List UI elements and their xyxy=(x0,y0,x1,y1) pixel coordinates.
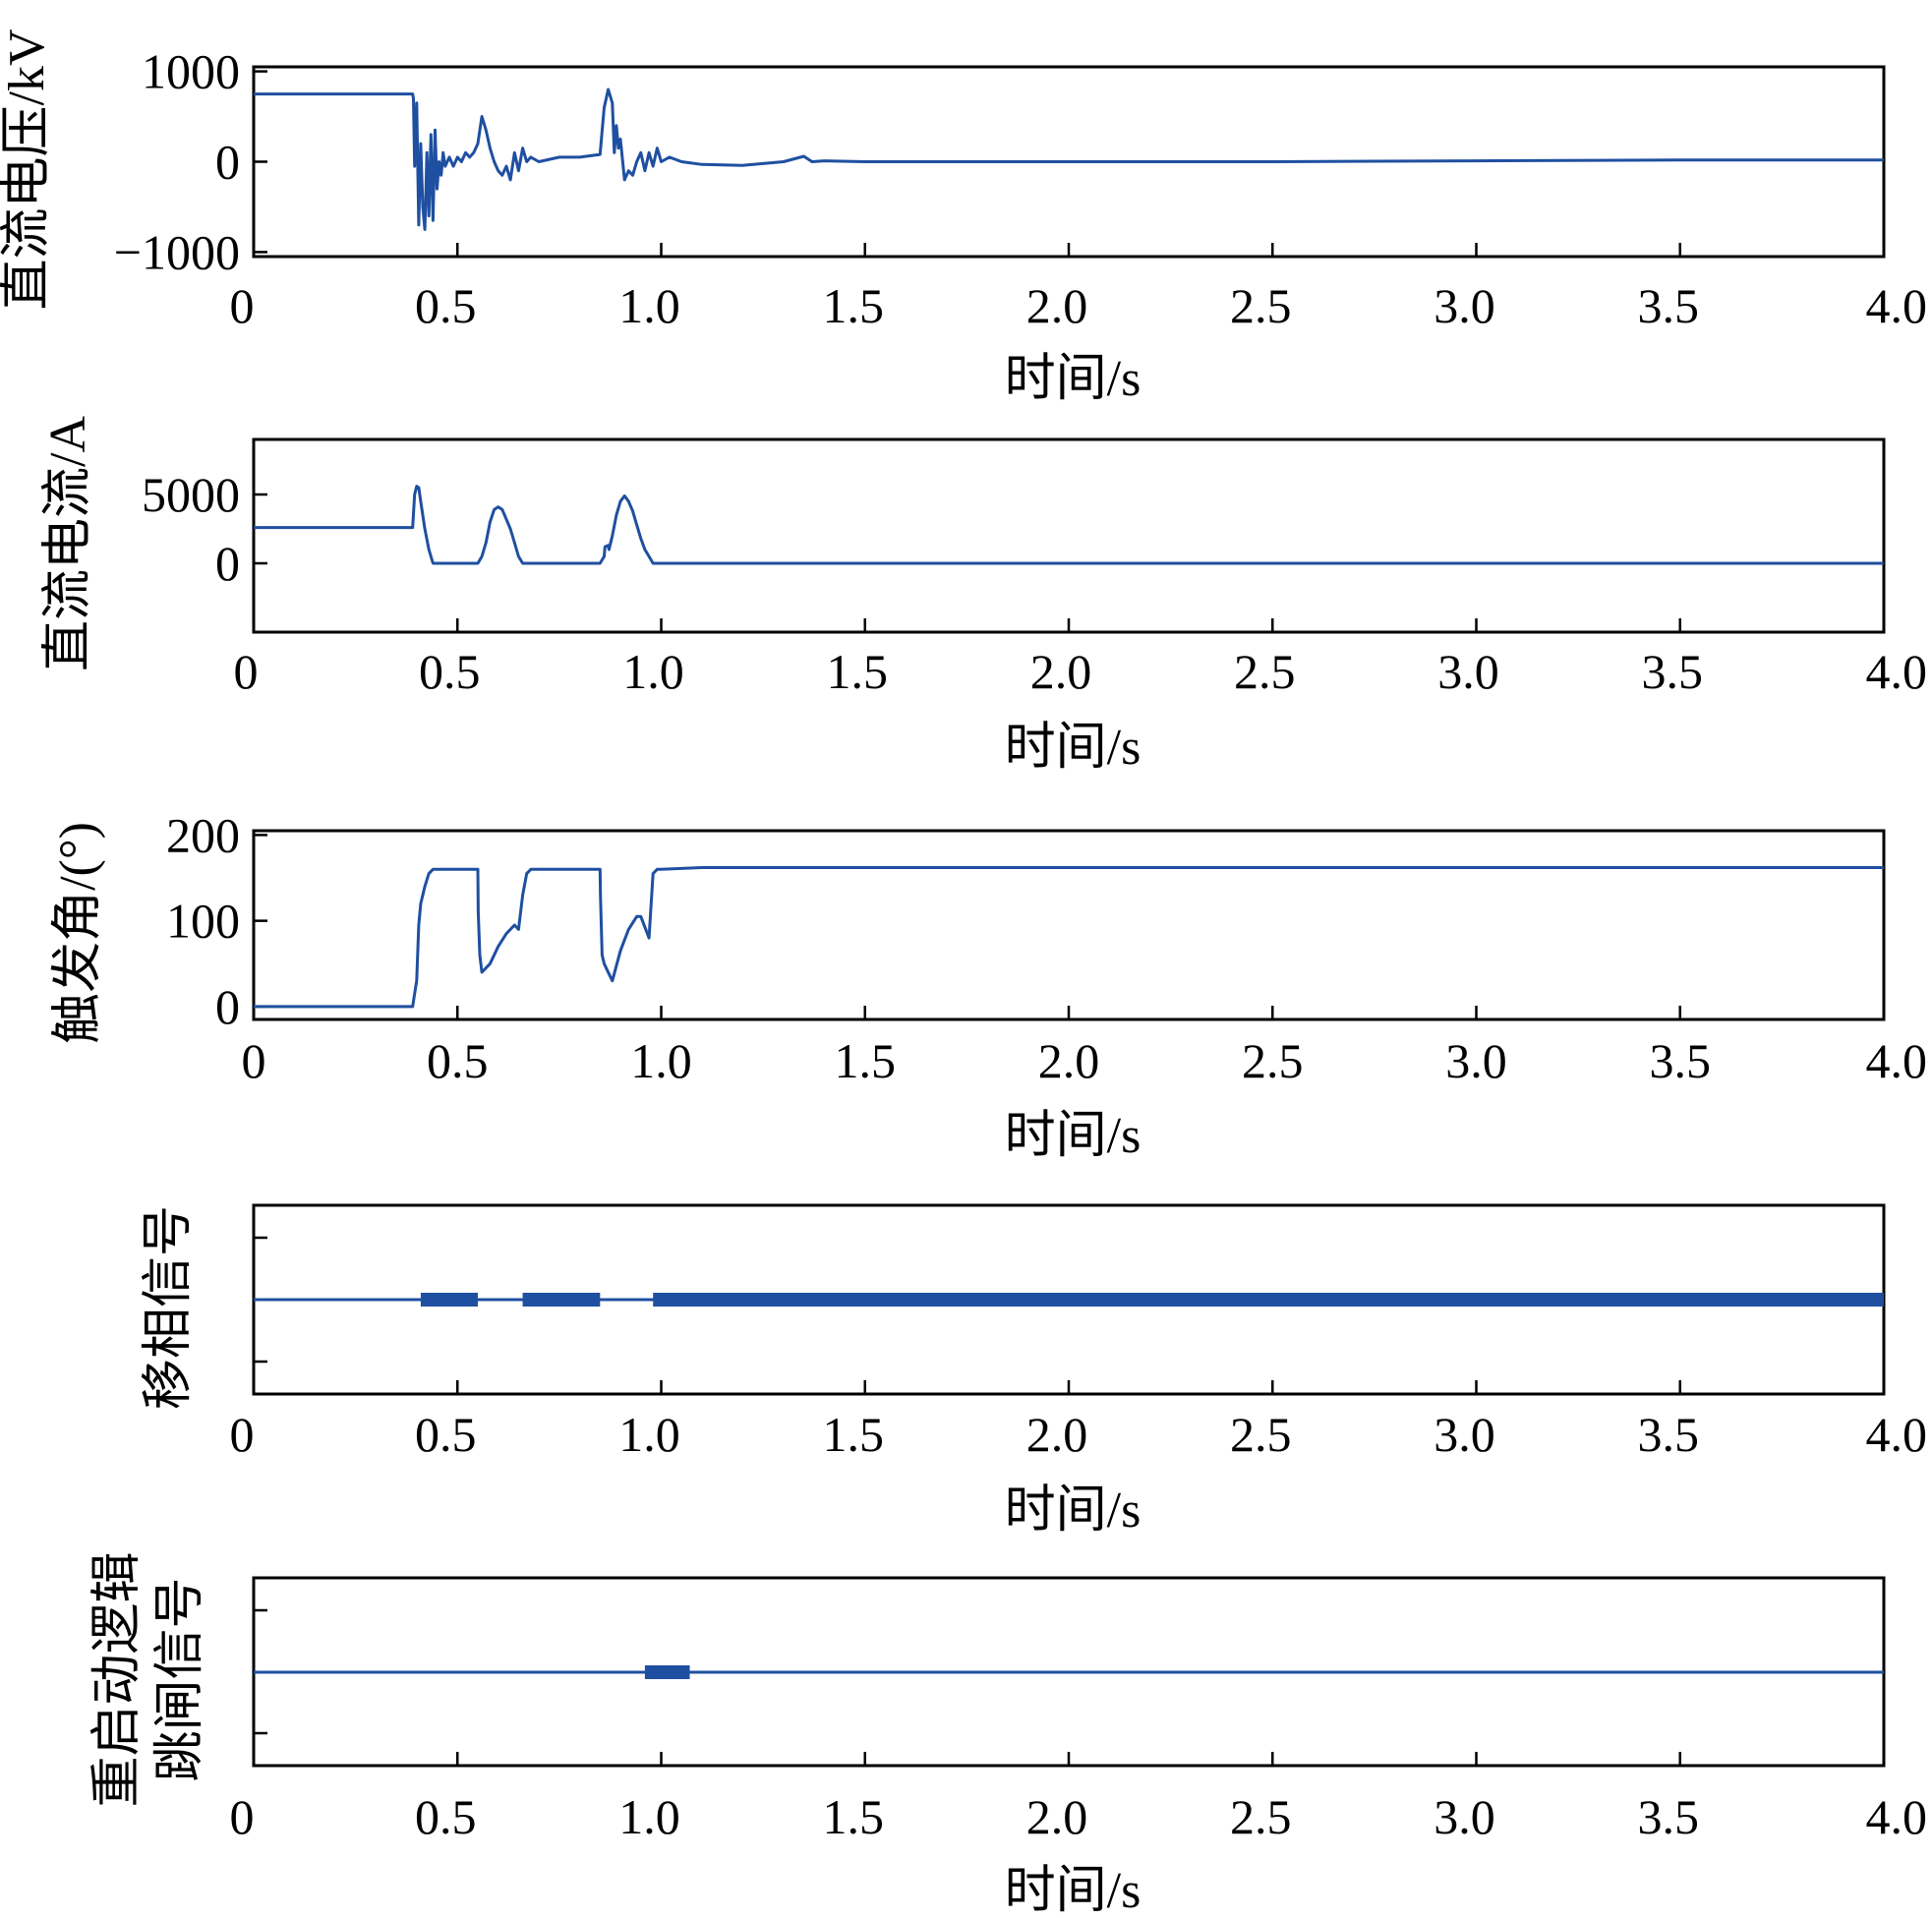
chart-panel-firing-angle: 0 0.5 1.0 1.5 2.0 2.5 3.0 3.5 4.0 时间/s 0 100 200 触发角/… xyxy=(50,807,1927,1164)
y-tick-label: 0 xyxy=(215,536,240,591)
x-tick-label: 4.0 xyxy=(1866,1407,1928,1462)
x-tick-label: 0 xyxy=(230,1789,255,1844)
x-tick-label: 2.0 xyxy=(1026,1407,1088,1462)
x-tick-label: 0 xyxy=(234,644,259,699)
x-tick-label: 1.5 xyxy=(827,644,889,699)
y-tick-label: 5000 xyxy=(142,467,240,522)
x-tick-label: 2.5 xyxy=(1230,1407,1292,1462)
y-tick-label: −1000 xyxy=(114,224,240,279)
x-tick-label: 0.5 xyxy=(415,1789,477,1844)
x-tick-label: 2.5 xyxy=(1230,1789,1292,1844)
y-tick-label: 0 xyxy=(215,979,240,1034)
y-axis-title: 直流电流/A xyxy=(40,416,96,671)
x-axis-title: 时间/s xyxy=(1005,351,1142,407)
x-tick-label: 0 xyxy=(242,1033,266,1088)
chart-panel-voltage: 0 0.5 1.0 1.5 2.0 2.5 3.0 3.5 4.0时间/s−100001000直… xyxy=(0,29,1927,407)
chart-panel-phase-shift-signal: 0 0.5 1.0 1.5 2.0 2.5 3.0 3.5 4.0 时间/s 移相信号 xyxy=(141,1203,1928,1539)
x-tick-label: 1.5 xyxy=(823,1407,885,1462)
chart-panel-restart-logic-trip-signal: 0 0.5 1.0 1.5 2.0 2.5 3.0 3.5 4.0 时间/s 重启动逻辑 跳闸信号 xyxy=(89,1551,1927,1918)
x-tick-label: 3.0 xyxy=(1437,644,1499,699)
x-tick-label: 2.5 xyxy=(1230,278,1292,333)
y-tick-label: 1000 xyxy=(142,44,240,99)
plot-frame xyxy=(252,829,1886,1021)
y-axis-title: 跳闸信号 xyxy=(152,1577,208,1781)
x-tick-label: 4.0 xyxy=(1866,1033,1928,1088)
x-tick-label: 0.5 xyxy=(415,278,477,333)
x-tick-label: 3.0 xyxy=(1434,278,1495,333)
y-tick-label: 200 xyxy=(166,807,240,862)
x-tick-label: 4.0 xyxy=(1866,278,1928,333)
x-tick-label: 1.0 xyxy=(618,278,680,333)
x-tick-label: 0.5 xyxy=(415,1407,477,1462)
x-tick-label: 2.0 xyxy=(1030,644,1092,699)
x-tick-label: 0.5 xyxy=(419,644,481,699)
x-tick-label: 2.0 xyxy=(1038,1033,1100,1088)
x-tick-label: 3.0 xyxy=(1434,1789,1495,1844)
y-axis-title: 重启动逻辑 xyxy=(89,1551,146,1807)
y-axis-title: 触发角/(°) xyxy=(50,822,106,1044)
x-tick-label: 2.0 xyxy=(1026,1789,1088,1844)
x-tick-label: 3.0 xyxy=(1445,1033,1507,1088)
x-tick-label: 2.0 xyxy=(1026,278,1088,333)
x-tick-label: 2.5 xyxy=(1242,1033,1304,1088)
x-tick-label: 3.5 xyxy=(1638,1789,1700,1844)
x-tick-label: 1.5 xyxy=(823,278,885,333)
x-tick-label: 1.0 xyxy=(622,644,684,699)
x-axis-title: 时间/s xyxy=(1005,720,1142,776)
x-tick-label: 3.5 xyxy=(1642,644,1704,699)
x-tick-label: 3.0 xyxy=(1434,1407,1495,1462)
signal-active-bar xyxy=(522,1293,601,1307)
x-tick-label: 3.5 xyxy=(1638,278,1700,333)
plot-frame xyxy=(252,437,1886,634)
signal-active-bar xyxy=(644,1665,690,1679)
y-tick-label: 0 xyxy=(215,135,240,190)
series-line xyxy=(254,866,1884,1009)
x-axis-title: 时间/s xyxy=(1005,1863,1142,1918)
y-axis-title: 移相信号 xyxy=(141,1205,197,1410)
x-tick-label: 1.0 xyxy=(618,1789,680,1844)
y-tick-label: 100 xyxy=(166,894,240,949)
x-tick-label: 2.5 xyxy=(1234,644,1296,699)
x-axis-title: 时间/s xyxy=(1005,1108,1142,1164)
y-axis-title: 直流电压/kV xyxy=(0,29,55,310)
x-tick-label: 0 xyxy=(230,278,255,333)
x-axis-title: 时间/s xyxy=(1005,1482,1142,1539)
x-tick-label: 1.0 xyxy=(630,1033,692,1088)
series-line xyxy=(254,87,1884,231)
x-tick-label: 1.0 xyxy=(618,1407,680,1462)
x-tick-label: 1.5 xyxy=(823,1789,885,1844)
x-tick-label: 4.0 xyxy=(1866,1789,1928,1844)
x-tick-label: 3.5 xyxy=(1638,1407,1700,1462)
x-tick-label: 1.5 xyxy=(835,1033,897,1088)
x-tick-label: 4.0 xyxy=(1866,644,1928,699)
signal-active-bar xyxy=(420,1293,478,1307)
chart-panel-current: 0 0.5 1.0 1.5 2.0 2.5 3.0 3.5 4.0 时间/s 0 5000 直流电流/A xyxy=(40,416,1927,776)
series-line xyxy=(254,485,1884,565)
x-tick-label: 3.5 xyxy=(1650,1033,1712,1088)
signal-active-bar xyxy=(653,1293,1885,1307)
x-tick-label: 0 xyxy=(230,1407,255,1462)
x-tick-label: 0.5 xyxy=(427,1033,489,1088)
